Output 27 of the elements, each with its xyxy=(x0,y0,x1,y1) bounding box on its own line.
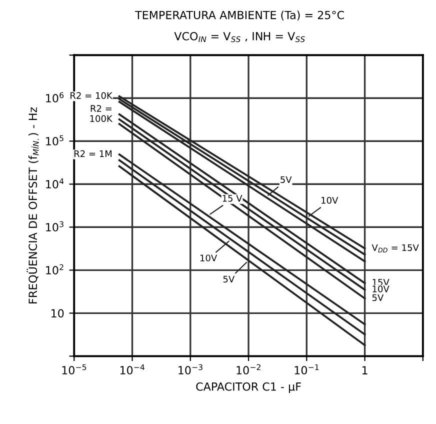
annotation: 10V xyxy=(200,254,218,262)
annotation: R2 = 10K xyxy=(70,92,113,99)
annotation: R2 = 100K xyxy=(90,105,113,122)
x-tick-label: 10$^{−5}$ xyxy=(62,364,86,374)
annotation: 5V xyxy=(280,176,292,184)
annotation: 10V xyxy=(372,286,390,292)
annotation: 5V xyxy=(223,276,235,283)
chart-subtitle: VCO$_{IN}$ = V$_{SS}$ , INH = V$_{SS}$ xyxy=(174,32,305,42)
y-axis-title: FREQÜENCIA DE OFFSET (f$_{MÍN.}$) - Hz xyxy=(26,107,39,304)
annotation: 5V xyxy=(372,294,384,302)
y-tick-label: 10 xyxy=(51,309,64,318)
x-tick-label: 10$^{−1}$ xyxy=(294,364,319,374)
x-axis-title: CAPACITOR C1 - µF xyxy=(196,382,301,393)
annotation: R2 = 1M xyxy=(74,150,112,157)
y-tick-label: 10$^{4}$ xyxy=(46,178,64,188)
y-tick-label: 10$^{6}$ xyxy=(46,92,64,102)
annotation: 10V xyxy=(322,196,338,204)
annotation: V$_{DD}$ = 15V xyxy=(372,244,419,252)
x-tick-label: 10$^{−2}$ xyxy=(236,364,260,374)
y-tick-label: 10$^{5}$ xyxy=(46,135,64,146)
y-tick-label: 10$^{3}$ xyxy=(46,221,64,232)
x-tick-label: 10$^{−4}$ xyxy=(120,364,144,374)
chart-title: TEMPERATURA AMBIENTE (Ta) = 25°C xyxy=(135,10,344,21)
x-tick-label: 10$^{−3}$ xyxy=(178,364,202,374)
x-tick-label: 1 xyxy=(362,366,368,374)
y-tick-label: 10$^{2}$ xyxy=(46,264,64,274)
annotation: 15 V xyxy=(222,194,242,202)
